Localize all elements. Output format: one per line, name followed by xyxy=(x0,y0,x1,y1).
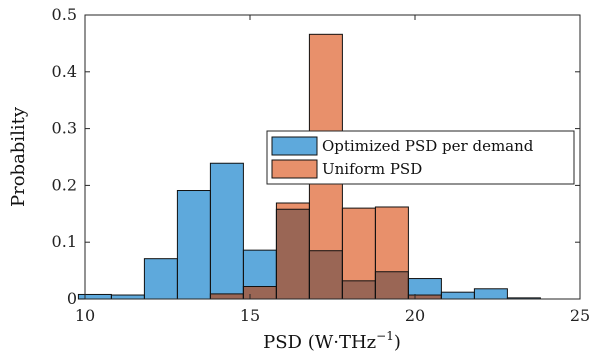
x-tick-label: 10 xyxy=(75,306,95,325)
legend-swatch-optimized xyxy=(271,136,318,156)
bar-top-segment xyxy=(78,294,112,299)
y-tick-label: 0.5 xyxy=(52,5,77,24)
y-tick-label: 0.1 xyxy=(52,232,77,251)
legend-swatch-uniform xyxy=(271,159,318,179)
x-tick-label: 20 xyxy=(405,306,425,325)
bar-top-segment xyxy=(210,163,244,294)
x-tick-label: 25 xyxy=(570,306,590,325)
ticks-layer: 10 15 20 25 0 0.1 0.2 0.3 0.4 0.5 xyxy=(52,5,591,325)
y-axis-label: Probability xyxy=(8,106,29,207)
legend: Optimized PSD per demand Uniform PSD xyxy=(266,130,575,185)
y-tick-label: 0.2 xyxy=(52,175,77,194)
bar-top-segment xyxy=(408,278,442,296)
bars-layer xyxy=(77,33,541,300)
bar-overlap-segment xyxy=(243,286,277,299)
legend-box xyxy=(266,130,575,185)
bar-top-segment xyxy=(507,297,541,299)
bar-top-segment xyxy=(111,295,145,299)
legend-label-optimized: Optimized PSD per demand xyxy=(322,137,534,155)
bar-top-segment xyxy=(474,288,508,299)
bar-overlap-segment xyxy=(342,280,376,299)
bar-overlap-segment xyxy=(408,295,442,299)
bar-overlap-segment xyxy=(375,271,409,299)
bar-overlap-segment xyxy=(309,250,343,299)
y-tick-label: 0.4 xyxy=(52,62,77,81)
x-axis-label-close: ) xyxy=(394,332,401,353)
x-axis-label-main: PSD (W·THz xyxy=(263,332,376,353)
bar-top-segment xyxy=(144,258,178,299)
bar-top-segment xyxy=(441,292,475,299)
y-tick-label: 0.3 xyxy=(52,119,77,138)
y-tick-label: 0 xyxy=(67,289,77,308)
bar-top-segment xyxy=(276,203,310,210)
bar-top-segment xyxy=(342,208,376,281)
bar-top-segment xyxy=(375,206,409,272)
bar-top-segment xyxy=(177,190,211,299)
plot-frame xyxy=(84,14,581,300)
x-tick-label: 15 xyxy=(240,306,260,325)
bar-overlap-segment xyxy=(210,293,244,299)
bar-overlap-segment xyxy=(276,209,310,299)
bar-top-segment xyxy=(243,250,277,287)
x-axis-label-exponent: −1 xyxy=(376,329,394,343)
legend-label-uniform: Uniform PSD xyxy=(322,160,422,178)
x-axis-label: PSD (W·THz−1) xyxy=(263,329,401,353)
